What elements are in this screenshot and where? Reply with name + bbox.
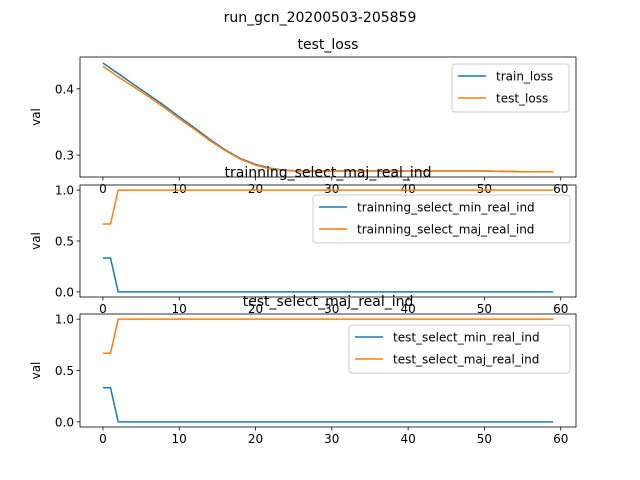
series-line-test_loss xyxy=(102,65,554,173)
y-tick-label: 0.0 xyxy=(55,285,74,299)
legend-box xyxy=(312,194,571,244)
subplot-3: 0 10 20 30 40 50 60 0.0 0.5 1.0 test_select_maj_re… xyxy=(29,294,577,446)
legend-label: trainning_select_min_real_ind xyxy=(357,201,535,215)
x-tick-label: 40 xyxy=(400,432,415,446)
legend-label: test_select_min_real_ind xyxy=(393,331,540,345)
y-tick-label: 1.0 xyxy=(55,313,74,327)
x-tick-label: 40 xyxy=(400,302,415,316)
y-tick-label: 0.5 xyxy=(55,235,74,249)
x-tick-label: 30 xyxy=(324,182,339,196)
legend-label: test_select_maj_real_ind xyxy=(393,353,539,367)
y-tick-label: 1.0 xyxy=(55,184,74,198)
x-tick-label: 50 xyxy=(477,302,492,316)
x-tick-label: 20 xyxy=(248,302,263,316)
series-line-trainning_select_min_real_ind xyxy=(102,257,554,293)
x-tick-label: 50 xyxy=(477,182,492,196)
x-tick-label: 0 xyxy=(99,302,107,316)
axes-title: test_loss xyxy=(298,37,359,53)
y-axis-label: val xyxy=(29,232,43,250)
x-tick-label: 60 xyxy=(553,432,568,446)
axes-title: trainning_select_maj_real_ind xyxy=(225,165,432,181)
x-tick-label: 20 xyxy=(248,182,263,196)
axes-frame xyxy=(79,56,577,178)
axes-title: test_select_maj_real_ind xyxy=(243,294,414,310)
y-tick-label: 0.3 xyxy=(55,149,74,163)
x-tick-label: 30 xyxy=(324,302,339,316)
legend-label: test_loss xyxy=(496,92,548,106)
subplot-2: 0 10 20 30 40 50 60 0.0 0.5 1.0 trainning_select_m… xyxy=(29,165,577,316)
series-line-trainning_select_maj_real_ind xyxy=(102,189,554,225)
x-tick-label: 20 xyxy=(248,432,263,446)
legend-label: train_loss xyxy=(496,70,553,84)
x-tick-label: 10 xyxy=(172,302,187,316)
x-tick-label: 60 xyxy=(553,182,568,196)
x-tick-label: 50 xyxy=(477,432,492,446)
x-tick-label: 0 xyxy=(99,182,107,196)
y-axis-label: val xyxy=(29,108,43,126)
series-line-test_select_maj_real_ind xyxy=(102,318,554,355)
y-axis-label: val xyxy=(29,362,43,380)
legend-label: trainning_select_maj_real_ind xyxy=(357,223,534,237)
x-tick-label: 30 xyxy=(324,432,339,446)
series-line-test_select_min_real_ind xyxy=(102,386,554,423)
y-tick-label: 0.4 xyxy=(55,82,74,96)
x-tick-label: 0 xyxy=(99,432,107,446)
x-tick-label: 10 xyxy=(172,432,187,446)
x-tick-label: 60 xyxy=(553,302,568,316)
y-tick-label: 0.5 xyxy=(55,364,74,378)
x-tick-label: 40 xyxy=(400,182,415,196)
x-tick-label: 10 xyxy=(172,182,187,196)
legend-box xyxy=(348,324,571,374)
figure-suptitle: run_gcn_20200503-205859 xyxy=(224,10,417,26)
y-tick-label: 0.0 xyxy=(55,415,74,429)
